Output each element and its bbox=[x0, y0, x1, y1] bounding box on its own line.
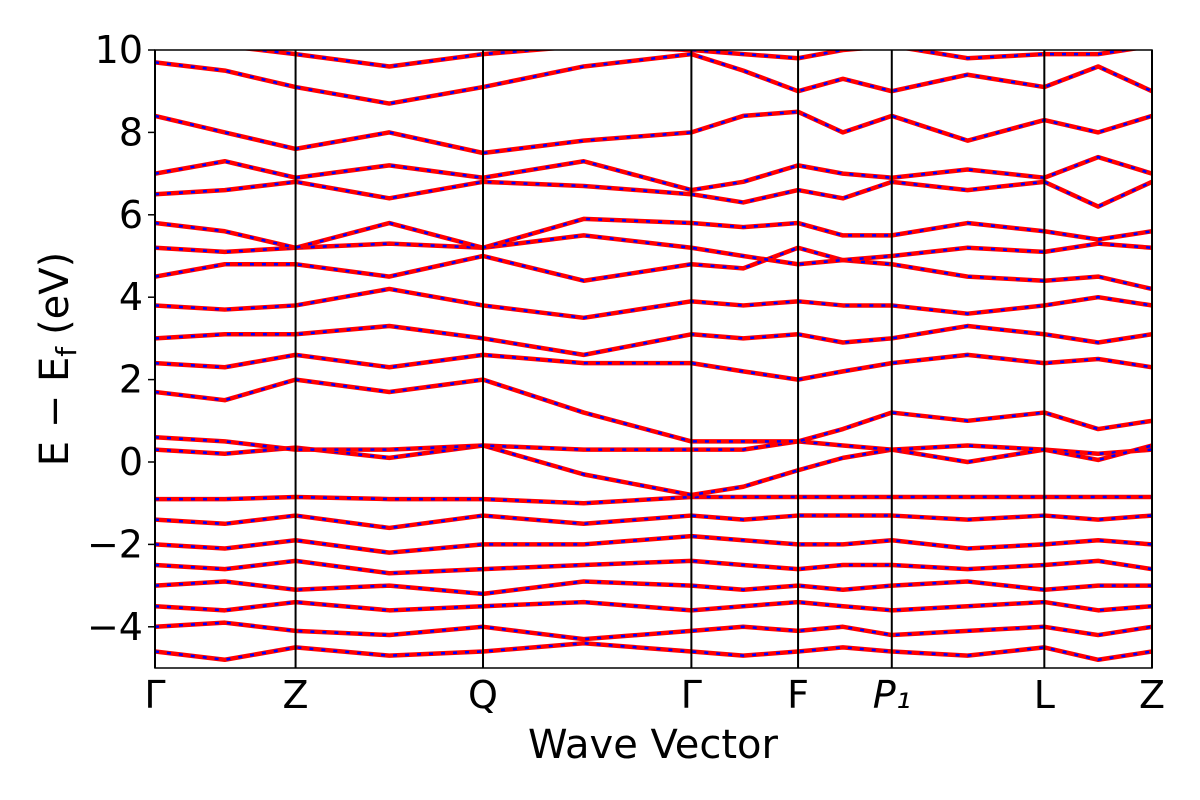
y-tick-label: 2 bbox=[119, 358, 143, 402]
band-line-overlay bbox=[155, 246, 1152, 291]
x-axis-label: Wave Vector bbox=[528, 722, 779, 768]
y-tick-label: 6 bbox=[119, 193, 143, 237]
band-line bbox=[155, 620, 1152, 642]
x-tick-label: Γ bbox=[681, 673, 702, 717]
band-line bbox=[155, 245, 1152, 292]
x-tick-label: Z bbox=[283, 673, 309, 717]
band-line bbox=[155, 323, 1152, 358]
y-tick-label: 0 bbox=[119, 440, 143, 484]
band-line-overlay bbox=[155, 353, 1152, 381]
band-line bbox=[155, 579, 1152, 597]
x-tick-label: Z bbox=[1139, 673, 1165, 717]
band-line-overlay bbox=[155, 514, 1152, 530]
axes: Γ Z Q Γ F P₁ L Z −4 −2 0 2 4 6 8 10 bbox=[87, 28, 1165, 717]
band-line-overlay bbox=[155, 378, 1152, 443]
band-line-overlay bbox=[155, 642, 1152, 662]
band-line-overlay bbox=[155, 155, 1152, 192]
band-line-overlay bbox=[155, 534, 1152, 554]
band-line bbox=[155, 494, 1152, 506]
x-tick-label: F bbox=[787, 673, 809, 717]
band-line bbox=[155, 377, 1152, 444]
band-line-overlay bbox=[155, 234, 1152, 266]
x-tick-label: P₁ bbox=[873, 673, 911, 717]
y-tick-label: 4 bbox=[119, 275, 143, 319]
band-line bbox=[240, 50, 1140, 69]
plot-frame bbox=[154, 49, 1153, 669]
band-line-overlay bbox=[155, 621, 1152, 641]
y-label-part: E − E bbox=[32, 357, 78, 467]
x-tick-label: Q bbox=[468, 673, 498, 717]
y-label-sub: f bbox=[50, 346, 83, 357]
band-line-overlay bbox=[155, 600, 1152, 612]
band-line bbox=[155, 558, 1152, 576]
x-tick-label: Γ bbox=[144, 673, 165, 717]
y-tick-label: −2 bbox=[87, 522, 143, 566]
y-tick-label: 8 bbox=[119, 110, 143, 154]
band-line bbox=[155, 533, 1152, 555]
band-line-overlay bbox=[155, 495, 1152, 505]
band-line bbox=[155, 352, 1152, 382]
y-tick-label: −4 bbox=[87, 605, 143, 649]
y-label-unit: (eV) bbox=[32, 252, 78, 335]
band-line-overlay bbox=[155, 436, 1152, 462]
y-axis-label: E − Ef (eV) bbox=[32, 252, 83, 467]
band-line-overlay bbox=[155, 559, 1152, 575]
band-line-overlay bbox=[155, 580, 1152, 596]
y-tick-label: 10 bbox=[95, 28, 143, 72]
band-line bbox=[155, 179, 1152, 209]
band-line bbox=[155, 109, 1152, 156]
band-line bbox=[155, 286, 1152, 321]
band-line-overlay bbox=[155, 217, 1152, 250]
band-line-overlay bbox=[155, 444, 1152, 497]
band-line bbox=[155, 641, 1152, 663]
band-line bbox=[155, 513, 1152, 531]
x-tick-label: L bbox=[1034, 673, 1055, 717]
band-line bbox=[155, 599, 1152, 613]
band-line bbox=[155, 51, 1152, 106]
band-line-overlay bbox=[249, 50, 1134, 68]
plot-area bbox=[155, 50, 1152, 663]
band-line bbox=[155, 233, 1152, 267]
